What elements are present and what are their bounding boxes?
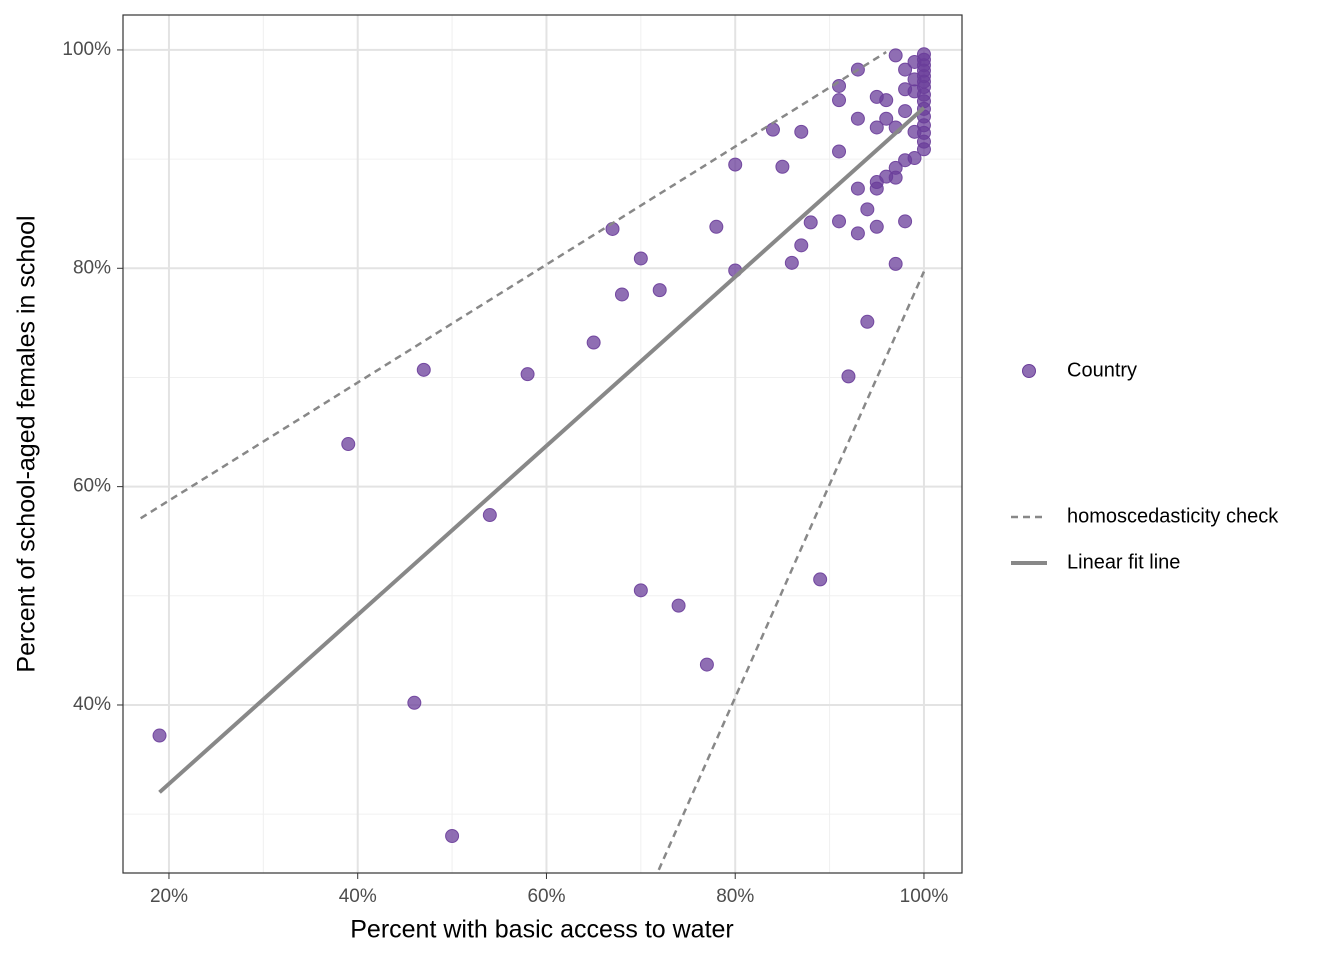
point	[841, 369, 856, 384]
x-tick-label: 100%	[900, 886, 949, 907]
point	[879, 93, 894, 108]
point	[633, 583, 648, 598]
point	[794, 124, 809, 139]
point	[482, 508, 497, 523]
legend-label: Linear fit line	[1067, 551, 1180, 573]
point	[869, 219, 884, 234]
point	[775, 159, 790, 174]
legend-key	[1022, 364, 1036, 378]
point	[850, 226, 865, 241]
y-tick-label: 60%	[73, 476, 111, 497]
point	[860, 202, 875, 217]
point	[794, 238, 809, 253]
point	[416, 362, 431, 377]
y-tick-label: 80%	[73, 257, 111, 278]
legend-label: Country	[1067, 359, 1137, 381]
y-tick-label: 100%	[62, 39, 111, 60]
point	[832, 214, 847, 229]
point	[803, 215, 818, 230]
point	[860, 314, 875, 329]
point	[898, 104, 913, 119]
point	[832, 93, 847, 108]
point	[709, 219, 724, 234]
line	[139, 51, 926, 871]
point	[652, 283, 667, 298]
point	[699, 657, 714, 672]
point	[784, 255, 799, 270]
point	[445, 828, 460, 843]
point	[614, 287, 629, 302]
point	[832, 78, 847, 93]
x-tick-label: 40%	[339, 886, 377, 907]
point	[341, 437, 356, 452]
point	[813, 572, 828, 587]
point	[520, 367, 535, 382]
point	[586, 335, 601, 350]
x-tick-label: 60%	[527, 886, 565, 907]
point	[850, 111, 865, 126]
line	[158, 106, 926, 794]
point	[832, 144, 847, 159]
y-axis-title: Percent of school-aged females in school	[13, 215, 41, 672]
x-axis-title: Percent with basic access to water	[350, 916, 734, 944]
y-tick-label: 40%	[73, 694, 111, 715]
point	[850, 181, 865, 196]
point	[869, 181, 884, 196]
point	[888, 48, 903, 63]
point	[898, 62, 913, 77]
point	[879, 111, 894, 126]
point	[671, 598, 686, 613]
point	[888, 170, 903, 185]
x-tick-label: 20%	[150, 886, 188, 907]
point	[916, 142, 931, 157]
point	[765, 122, 780, 137]
point	[869, 120, 884, 135]
x-tick-label: 80%	[716, 886, 754, 907]
point	[728, 157, 743, 172]
point	[152, 728, 167, 743]
legend-label: homoscedasticity check	[1067, 505, 1279, 527]
point	[633, 251, 648, 266]
point	[898, 214, 913, 229]
point	[907, 151, 922, 166]
point	[888, 256, 903, 271]
point	[407, 695, 422, 710]
plot-border	[122, 14, 963, 874]
